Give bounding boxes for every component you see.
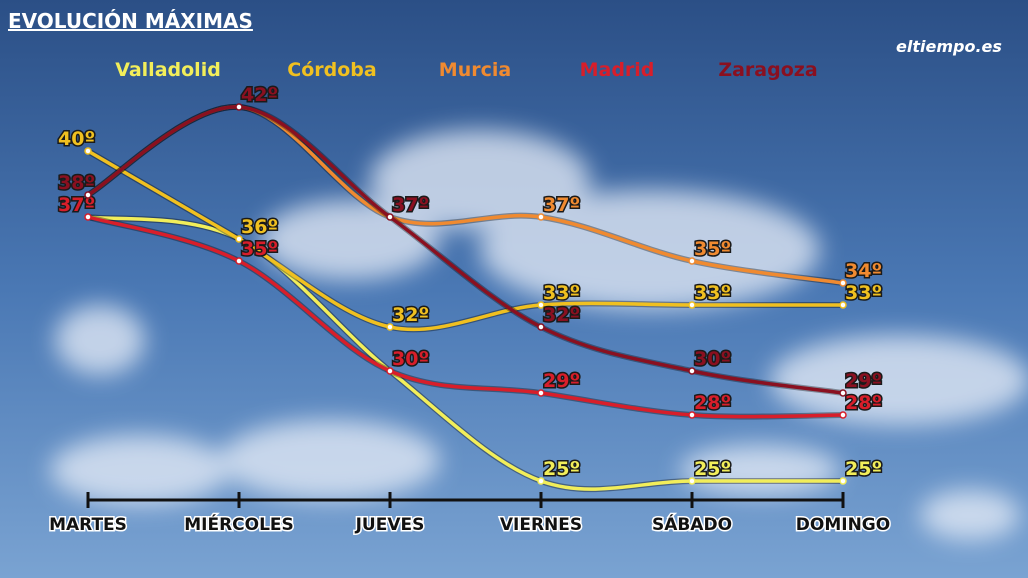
x-tick-label: MIÉRCOLES [184, 513, 294, 535]
point [839, 279, 847, 287]
legend-entry: Córdoba [287, 59, 376, 81]
point [688, 257, 696, 265]
point [537, 477, 545, 485]
value-label: 34º [845, 260, 882, 282]
x-tick-label: DOMINGO [796, 515, 890, 535]
point [688, 301, 696, 309]
point [839, 301, 847, 309]
chart-title: EVOLUCIÓN MÁXIMAS [8, 9, 253, 33]
x-tick-label: SÁBADO [652, 513, 732, 535]
legend-entry: Madrid [580, 59, 655, 81]
value-label: 37º [392, 194, 429, 216]
value-label: 33º [845, 282, 882, 304]
value-label: 30º [392, 348, 429, 370]
point [537, 213, 545, 221]
legend-entry: Zaragoza [718, 59, 817, 81]
point [84, 213, 92, 221]
point [235, 257, 243, 265]
value-label: 28º [694, 392, 731, 414]
value-label: 30º [694, 348, 731, 370]
point [537, 389, 545, 397]
point [839, 411, 847, 419]
point [235, 103, 243, 111]
value-label: 28º [845, 392, 882, 414]
value-label: 25º [543, 458, 580, 480]
value-label: 29º [845, 370, 882, 392]
point [537, 301, 545, 309]
series-line [87, 215, 844, 419]
value-label: 40º [58, 128, 95, 150]
value-label: 25º [845, 458, 882, 480]
series-line [87, 149, 843, 332]
value-label: 42º [241, 84, 278, 106]
point [839, 389, 847, 397]
value-label: 25º [694, 458, 731, 480]
value-label: 37º [543, 194, 580, 216]
point [688, 411, 696, 419]
point [386, 367, 394, 375]
x-tick-label: MARTES [49, 515, 127, 535]
point [386, 323, 394, 331]
value-label: 32º [392, 304, 429, 326]
point [386, 213, 394, 221]
legend-entry: Murcia [439, 59, 511, 81]
series-line [87, 105, 844, 395]
value-label: 29º [543, 370, 580, 392]
x-tick-label: JUEVES [355, 515, 425, 535]
point [84, 147, 92, 155]
x-tick-label: VIERNES [500, 515, 582, 535]
value-label: 38º [58, 172, 95, 194]
value-label: 36º [241, 216, 278, 238]
point [839, 477, 847, 485]
legend-entry: Valladolid [115, 59, 221, 81]
value-label: 35º [694, 238, 731, 260]
value-label: 33º [694, 282, 731, 304]
logo: eltiempo.es [896, 37, 1002, 56]
point [688, 367, 696, 375]
point [688, 477, 696, 485]
value-label: 33º [543, 282, 580, 304]
point [537, 323, 545, 331]
point [84, 191, 92, 199]
value-label: 32º [543, 304, 580, 326]
point [235, 235, 243, 243]
value-label: 35º [241, 238, 278, 260]
